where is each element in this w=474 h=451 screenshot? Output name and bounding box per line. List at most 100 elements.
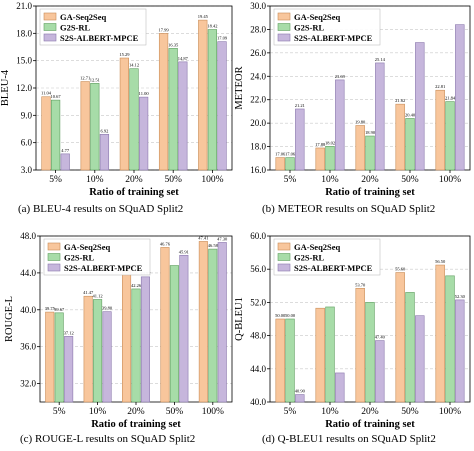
data-label: 52.30: [455, 294, 466, 299]
y-tick-label: 52.0: [250, 297, 266, 307]
data-label: 17.99: [159, 27, 170, 32]
data-label: 12.71: [80, 76, 90, 81]
legend-swatch: [47, 253, 61, 261]
bar-2: [129, 68, 139, 171]
data-label: 50.00: [285, 313, 296, 318]
y-tick-label: 44.0: [20, 268, 36, 278]
data-label: 53.70: [355, 282, 366, 287]
x-tick-label: 100%: [439, 407, 461, 417]
bar-2: [325, 306, 335, 403]
legend-label: G2S-RL: [64, 253, 95, 263]
data-label: 40.90: [295, 389, 306, 394]
legend-label: G2S-RL: [294, 253, 325, 263]
data-label: 21.21: [295, 103, 305, 108]
data-label: 23.69: [335, 74, 346, 79]
bar-3: [335, 372, 345, 403]
bar-2: [50, 99, 61, 171]
data-label: 22.81: [435, 84, 445, 89]
bar-1: [45, 311, 55, 403]
bar-3: [139, 96, 149, 171]
bar-2: [168, 48, 178, 171]
data-label: 11.04: [41, 91, 52, 96]
data-label: 19.80: [355, 119, 366, 124]
bar-1: [275, 157, 285, 171]
bar-3: [217, 41, 227, 171]
data-label: 17.88: [315, 142, 326, 147]
data-label: 47.41: [198, 235, 208, 240]
bar-3: [335, 79, 345, 171]
bar-2: [208, 248, 218, 403]
caption-b: (b) METEOR results on SQuAD Split2: [262, 203, 436, 215]
x-tick-label: 100%: [439, 175, 461, 185]
legend-label: GA-Seq2Seq: [60, 12, 107, 22]
y-tick-label: 15.0: [16, 56, 32, 66]
legend-box: [39, 8, 147, 46]
x-tick-label: 20%: [361, 175, 379, 185]
data-label: 46.76: [160, 241, 171, 246]
bar-2: [93, 299, 103, 403]
legend-swatch: [277, 242, 291, 251]
data-label: 19.45: [198, 14, 209, 19]
bar-1: [355, 287, 365, 403]
data-label: 20.40: [405, 112, 416, 117]
data-label: 11.00: [139, 91, 150, 96]
bar-1: [435, 264, 445, 403]
x-tick-label: 5%: [53, 407, 66, 417]
data-label: 42.26: [131, 283, 142, 288]
x-tick-label: 10%: [89, 407, 107, 417]
y-tick-label: 16.0: [250, 165, 266, 175]
bar-2: [365, 302, 375, 403]
bar-3: [140, 276, 150, 403]
bar-1: [158, 33, 169, 171]
y-tick-label: 18.0: [250, 142, 266, 152]
data-label: 55.60: [395, 267, 406, 272]
data-label: 18.42: [207, 24, 217, 29]
bar-2: [325, 146, 335, 171]
data-label: 47.30: [217, 236, 228, 241]
x-axis-label: Ratio of training set: [325, 419, 415, 430]
x-tick-label: 10%: [86, 175, 104, 185]
x-tick-label: 100%: [202, 407, 224, 417]
bar-1: [83, 295, 93, 403]
bar-2: [285, 318, 295, 403]
x-axis-label: Ratio of training set: [325, 187, 415, 198]
bar-1: [315, 147, 325, 171]
bar-2: [169, 265, 179, 403]
chart-panel-d: 40.0 44.0 48.0 52.0 56.0 60.0 50.00 50.00 40.90 5…: [234, 231, 471, 430]
x-tick-label: 50%: [164, 175, 182, 185]
y-axis-label: METEOR: [234, 66, 245, 109]
data-label: 39.80: [102, 306, 113, 311]
y-tick-label: 6.0: [21, 138, 33, 148]
data-label: 6.92: [100, 128, 108, 133]
x-tick-label: 20%: [361, 407, 379, 417]
legend-box: [273, 238, 381, 276]
data-label: 17.06: [285, 152, 296, 157]
y-tick-label: 40.0: [250, 397, 266, 407]
data-label: 12.51: [90, 77, 100, 82]
legend-swatch: [43, 23, 57, 31]
data-label: 25.14: [375, 57, 386, 62]
legend-swatch: [43, 33, 57, 42]
bar-3: [217, 242, 227, 403]
caption-c: (c) ROUGE-L results on SQuAD Split2: [20, 433, 196, 445]
data-label: 16.35: [168, 42, 179, 47]
y-tick-label: 12.0: [16, 83, 32, 93]
bar-2: [445, 101, 455, 171]
bar-2: [90, 83, 100, 171]
bar-3: [64, 336, 74, 403]
bar-2: [54, 312, 64, 403]
data-label: 17.09: [217, 36, 228, 41]
bar-1: [395, 272, 405, 403]
x-tick-label: 5%: [284, 407, 297, 417]
bar-3: [455, 24, 465, 171]
bar-2: [445, 275, 455, 403]
y-tick-label: 48.0: [20, 231, 36, 241]
y-tick-label: 3.0: [21, 165, 33, 175]
legend-label: GA-Seq2Seq: [64, 242, 111, 252]
data-label: 21.62: [395, 98, 405, 103]
legend-box: [43, 238, 151, 276]
legend-swatch: [47, 263, 61, 272]
legend-swatch: [277, 253, 291, 261]
x-tick-label: 100%: [201, 175, 223, 185]
legend-label: G2S-RL: [294, 23, 325, 33]
